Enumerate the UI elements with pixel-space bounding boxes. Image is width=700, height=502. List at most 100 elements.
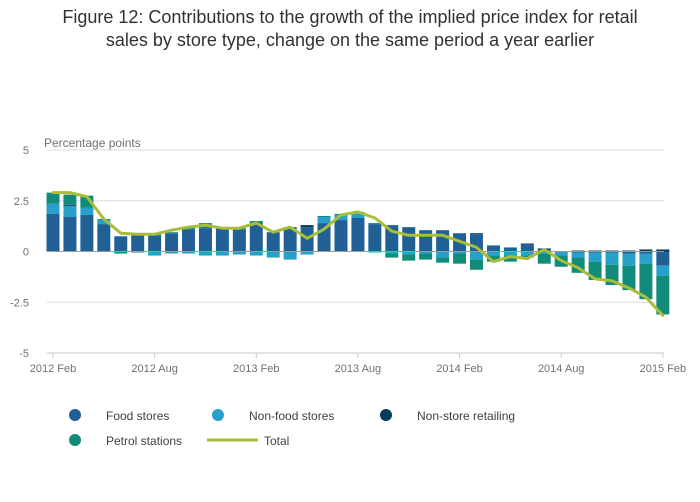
bar-segment-petrol-stations: [402, 254, 416, 261]
legend-marker-food-stores: [69, 409, 81, 421]
bar-segment-food-stores: [605, 251, 619, 253]
bar-segment-petrol-stations: [131, 251, 145, 253]
x-tick-label: 2013 Feb: [233, 363, 279, 375]
bar-segment-food-stores: [266, 232, 280, 252]
legend-label-petrol-stations: Petrol stations: [106, 434, 182, 448]
bar-segment-non-store-retailing: [639, 249, 653, 252]
y-tick-label: -5: [19, 348, 29, 360]
bar-segment-non-food-stores: [402, 251, 416, 255]
bar-segment-non-food-stores: [554, 251, 568, 256]
bar-segment-food-stores: [520, 243, 534, 252]
x-axis: 2012 Feb 2012 Aug 2013 Feb 2013 Aug 2014 Feb…: [30, 352, 686, 375]
bar-segment-petrol-stations: [46, 192, 60, 204]
bar-segment-non-food-stores: [148, 251, 162, 256]
y-tick-label: -2.5: [10, 297, 29, 309]
bar-segment-petrol-stations: [114, 251, 128, 254]
bar-segment-non-food-stores: [215, 251, 229, 256]
bar-segment-non-food-stores: [80, 207, 94, 215]
bar-segment-food-stores: [622, 251, 636, 254]
bar-segment-non-food-stores: [97, 220, 111, 225]
bar-segment-petrol-stations: [453, 253, 467, 264]
y-axis-label: Percentage points: [44, 136, 141, 150]
bar-segment-food-stores: [486, 245, 500, 252]
bar-segment-non-store-retailing: [656, 249, 670, 252]
bar-segment-non-food-stores: [656, 265, 670, 276]
legend: Food stores Non-food stores Non-store re…: [69, 409, 515, 448]
bar-segment-non-food-stores: [249, 251, 263, 256]
bar-segment-non-store-retailing: [63, 204, 77, 206]
legend-item-non-store-retailing[interactable]: Non-store retailing: [380, 409, 515, 423]
bar-segment-non-store-retailing: [300, 225, 314, 228]
bar-segment-food-stores: [571, 251, 585, 253]
bar-segment-food-stores: [114, 236, 128, 252]
bar-segment-non-food-stores: [520, 251, 534, 256]
bar-segment-non-food-stores: [537, 251, 551, 254]
x-tick-label: 2015 Feb: [640, 363, 686, 375]
bar-segment-petrol-stations: [165, 232, 179, 234]
bar-segment-non-food-stores: [232, 251, 246, 255]
bar-segment-food-stores: [182, 229, 196, 252]
bar-segment-food-stores: [419, 230, 433, 252]
legend-marker-petrol-stations: [69, 434, 81, 446]
bar-segment-food-stores: [368, 224, 382, 252]
bar-segment-food-stores: [656, 251, 670, 266]
bar-segment-food-stores: [503, 247, 517, 252]
x-tick-label: 2012 Aug: [131, 363, 178, 375]
bar-segment-food-stores: [232, 229, 246, 252]
legend-item-total[interactable]: Total: [207, 434, 289, 448]
bar-segment-non-food-stores: [198, 251, 212, 256]
bar-segment-food-stores: [131, 235, 145, 252]
x-tick-label: 2014 Feb: [436, 363, 482, 375]
x-tick-label: 2012 Feb: [30, 363, 76, 375]
legend-label-total: Total: [264, 434, 289, 448]
bar-segment-non-food-stores: [639, 253, 653, 264]
bar-segment-food-stores: [97, 224, 111, 252]
bar-segment-petrol-stations: [385, 253, 399, 258]
bar-segment-non-food-stores: [334, 214, 348, 221]
bar-segment-food-stores: [639, 251, 653, 254]
legend-item-food-stores[interactable]: Food stores: [69, 409, 169, 423]
bar-segment-non-food-stores: [470, 251, 483, 260]
legend-item-petrol-stations[interactable]: Petrol stations: [69, 434, 182, 448]
bar-segment-non-food-stores: [266, 251, 280, 258]
bar-segment-non-food-stores: [351, 212, 365, 219]
bar-segment-petrol-stations: [436, 257, 450, 263]
bar-segment-non-food-stores: [283, 251, 297, 260]
legend-label-food-stores: Food stores: [106, 409, 169, 423]
bar-segment-non-food-stores: [63, 205, 77, 217]
bar-segment-non-food-stores: [46, 203, 60, 214]
bar-segment-petrol-stations: [368, 223, 382, 225]
bar-segment-non-food-stores: [503, 251, 517, 256]
bar-segment-petrol-stations: [486, 255, 500, 262]
legend-item-non-food-stores[interactable]: Non-food stores: [212, 409, 334, 423]
bar-segment-food-stores: [436, 230, 450, 252]
bar-segment-food-stores: [334, 220, 348, 252]
total-line: [51, 191, 665, 317]
bar-segment-petrol-stations: [537, 253, 551, 264]
bar-segment-petrol-stations: [63, 194, 77, 205]
y-tick-label: 2.5: [14, 196, 29, 208]
bar-segment-non-store-retailing: [622, 250, 636, 252]
bar-segment-non-food-stores: [486, 251, 500, 256]
legend-label-non-store-retailing: Non-store retailing: [417, 409, 515, 423]
y-axis-ticks: 5 2.5 0 -2.5 -5: [10, 145, 29, 360]
bar-segment-food-stores: [198, 228, 212, 252]
bar-segment-non-food-stores: [317, 216, 331, 224]
bar-segment-non-store-retailing: [588, 250, 602, 252]
bar-segment-non-store-retailing: [605, 250, 619, 252]
bar-segment-food-stores: [351, 218, 365, 252]
bar-segment-food-stores: [80, 214, 94, 252]
bar-segment-non-store-retailing: [571, 250, 585, 252]
bar-segment-petrol-stations: [656, 275, 670, 315]
x-tick-label: 2013 Aug: [335, 363, 382, 375]
bar-segment-food-stores: [165, 233, 179, 252]
bar-segment-non-food-stores: [622, 253, 636, 266]
bar-segment-food-stores: [63, 216, 77, 252]
x-tick-label: 2014 Aug: [538, 363, 585, 375]
bar-segment-petrol-stations: [622, 265, 636, 291]
bar-segment-petrol-stations: [639, 263, 653, 300]
bar-segment-non-food-stores: [368, 251, 382, 253]
chart-title-line-1: Figure 12: Contributions to the growth o…: [62, 7, 638, 27]
chart-title: Figure 12: Contributions to the growth o…: [0, 6, 700, 52]
bar-segment-petrol-stations: [470, 259, 483, 270]
